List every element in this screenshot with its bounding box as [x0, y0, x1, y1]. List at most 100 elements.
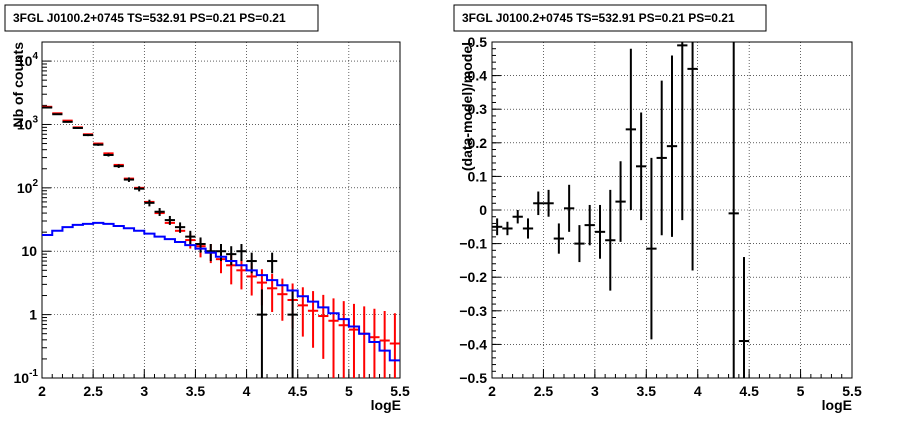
- y-tick-label: −0.5: [459, 370, 487, 386]
- x-tick-label: 2.5: [83, 383, 103, 399]
- data-point: [236, 244, 247, 262]
- data-point: [512, 210, 523, 224]
- data-point: [185, 230, 196, 245]
- x-tick-label: 5.5: [842, 383, 862, 399]
- x-tick-label: 3: [140, 383, 148, 399]
- data-point: [328, 298, 339, 378]
- x-tick-label: 3: [591, 383, 599, 399]
- data-point: [52, 113, 63, 116]
- data-point: [62, 120, 73, 123]
- data-point: [164, 215, 175, 225]
- data-point: [348, 303, 360, 378]
- model-step-line: [42, 221, 400, 362]
- data-point: [369, 308, 380, 378]
- data-point: [379, 311, 390, 378]
- data-point: [297, 287, 308, 337]
- spectrum-title-box: [4, 4, 319, 32]
- x-tick-label: 4: [694, 383, 702, 399]
- data-point: [154, 208, 165, 216]
- data-point: [502, 221, 513, 236]
- spectrum-title: 3FGL J0100.2+0745 TS=532.91 PS=0.21 PS=0…: [13, 11, 286, 25]
- spectrum-ylabel: Nb of counts: [10, 42, 26, 128]
- y-tick-label: 10-1: [14, 368, 39, 386]
- x-tick-label: 4: [243, 383, 251, 399]
- data-point: [584, 204, 595, 246]
- data-point: [72, 126, 83, 129]
- data-point: [543, 189, 554, 217]
- data-point: [93, 143, 104, 146]
- y-tick-label: 104: [17, 51, 39, 69]
- y-tick-label: 102: [17, 178, 39, 196]
- x-tick-label: 2: [38, 383, 46, 399]
- x-tick-label: 5: [797, 383, 805, 399]
- data-point: [492, 218, 503, 236]
- x-tick-label: 4.5: [288, 383, 308, 399]
- data-point: [215, 244, 227, 262]
- spectrum-xlabel: logE: [371, 397, 401, 413]
- residual-panel: 3FGL J0100.2+0745 TS=532.91 PS=0.21 PS=0…: [453, 4, 862, 413]
- spectrum-panel: 3FGL J0100.2+0745 TS=532.91 PS=0.21 PS=0…: [4, 4, 410, 413]
- y-tick-label: 0.5: [468, 34, 488, 50]
- y-tick-label: 1: [29, 307, 37, 323]
- data-point: [646, 157, 657, 340]
- data-point: [256, 289, 268, 378]
- y-tick-label: −0.3: [459, 303, 487, 319]
- data-point: [226, 246, 237, 266]
- spectrum-data: [42, 105, 400, 378]
- data-point: [522, 218, 534, 239]
- data-point: [553, 223, 564, 254]
- y-tick-label: 10: [21, 243, 37, 259]
- y-tick-label: 0.1: [468, 168, 488, 184]
- data-point: [564, 184, 575, 232]
- data-point: [287, 289, 298, 378]
- data-point: [267, 252, 278, 274]
- data-point: [574, 225, 585, 263]
- data-point: [42, 106, 53, 109]
- data-point: [533, 191, 544, 216]
- y-tick-label: −0.4: [459, 336, 487, 352]
- data-point: [359, 306, 370, 378]
- data-point: [113, 164, 124, 168]
- data-point: [123, 177, 135, 182]
- data-point: [174, 222, 186, 233]
- residual-axes: 2 2.5 3 3.5 4 4.5 5 5.5 −0.5 −0.4 −0.3 −0.2 −0.1 0 0.1…: [459, 34, 862, 399]
- data-point: [728, 42, 739, 378]
- data-point: [103, 153, 114, 157]
- y-tick-label: 0.3: [468, 101, 488, 117]
- x-tick-label: 3.5: [186, 383, 206, 399]
- data-point: [738, 257, 750, 378]
- y-tick-label: −0.1: [459, 236, 487, 252]
- x-tick-label: 3.5: [637, 383, 657, 399]
- residual-xlabel: logE: [822, 397, 852, 413]
- spectrum-axes: 2 2.5 3 3.5 4 4.5 5 5.5 10-1 1 10 102 103 104: [14, 51, 410, 399]
- x-tick-label: 4.5: [739, 383, 759, 399]
- residual-ylabel: (data-model)/model: [459, 42, 475, 171]
- data-point: [594, 204, 606, 259]
- y-tick-label: 0: [479, 202, 487, 218]
- data-point: [195, 237, 206, 253]
- x-tick-label: 2.5: [534, 383, 554, 399]
- data-point: [636, 112, 647, 221]
- residual-title-box: [453, 4, 767, 32]
- y-tick-label: 103: [17, 114, 39, 132]
- data-point: [687, 42, 698, 271]
- data-point: [656, 80, 667, 236]
- data-point: [625, 48, 636, 210]
- residual-data: [492, 42, 750, 378]
- x-tick-label: 5: [345, 383, 353, 399]
- data-point: [307, 291, 319, 348]
- y-tick-label: 0.4: [468, 68, 488, 84]
- data-point: [666, 55, 678, 237]
- data-point: [605, 189, 616, 291]
- residual-title: 3FGL J0100.2+0745 TS=532.91 PS=0.21 PS=0…: [462, 11, 735, 25]
- x-tick-label: 5.5: [390, 383, 410, 399]
- y-tick-label: −0.2: [459, 269, 487, 285]
- spectrum-frame: [41, 41, 401, 379]
- data-point: [134, 186, 145, 192]
- x-tick-label: 2: [488, 383, 496, 399]
- data-point: [236, 259, 247, 290]
- data-point: [338, 301, 349, 378]
- data-point: [318, 294, 329, 359]
- spectrum-grid: [42, 42, 400, 378]
